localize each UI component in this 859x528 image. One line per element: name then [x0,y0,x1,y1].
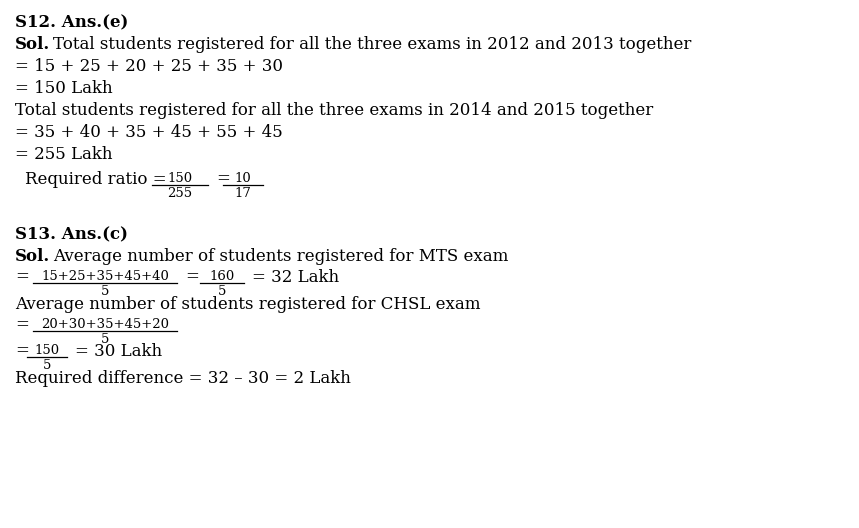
Text: = 15 + 25 + 20 + 25 + 35 + 30: = 15 + 25 + 20 + 25 + 35 + 30 [15,58,283,75]
Text: =: = [216,171,230,187]
Text: 5: 5 [101,333,109,346]
Text: = 32 Lakh: = 32 Lakh [252,269,339,286]
Text: 15+25+35+45+40: 15+25+35+45+40 [41,270,169,283]
Text: Required ratio =: Required ratio = [25,171,167,187]
Text: 150: 150 [168,172,192,185]
Text: = 35 + 40 + 35 + 45 + 55 + 45: = 35 + 40 + 35 + 45 + 55 + 45 [15,124,283,141]
Text: S13. Ans.(c): S13. Ans.(c) [15,226,128,243]
Text: 255: 255 [168,187,192,200]
Text: =: = [15,269,29,286]
Text: Sol.: Sol. [15,36,50,53]
Text: Average number of students registered for MTS exam: Average number of students registered fo… [53,248,509,265]
Text: 5: 5 [43,359,52,372]
Text: 160: 160 [210,270,235,283]
Text: Total students registered for all the three exams in 2012 and 2013 together: Total students registered for all the th… [53,36,691,53]
Text: = 150 Lakh: = 150 Lakh [15,80,113,97]
Text: Total students registered for all the three exams in 2014 and 2015 together: Total students registered for all the th… [15,102,653,119]
Text: 5: 5 [218,285,226,298]
Text: = 255 Lakh: = 255 Lakh [15,146,113,163]
Text: 5: 5 [101,285,109,298]
Text: Required difference = 32 – 30 = 2 Lakh: Required difference = 32 – 30 = 2 Lakh [15,370,350,387]
Text: =: = [185,269,199,286]
Text: 10: 10 [235,172,252,185]
Text: S12. Ans.(e): S12. Ans.(e) [15,14,128,31]
Text: Average number of students registered for CHSL exam: Average number of students registered fo… [15,296,480,313]
Text: 17: 17 [235,187,252,200]
Text: =: = [15,316,29,334]
Text: 20+30+35+45+20: 20+30+35+45+20 [41,318,169,331]
Text: 150: 150 [34,344,59,357]
Text: = 30 Lakh: = 30 Lakh [75,343,162,360]
Text: =: = [15,343,29,360]
Text: Sol.: Sol. [15,248,50,265]
